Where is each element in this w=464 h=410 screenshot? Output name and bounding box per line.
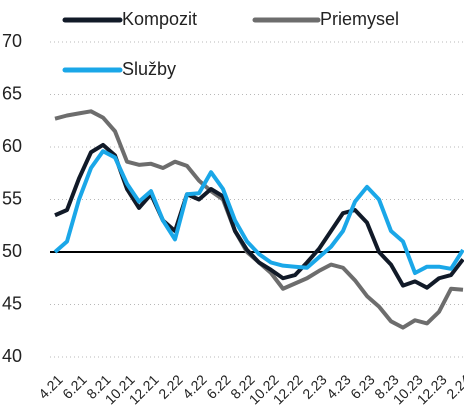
legend-label: Priemysel [320,9,399,29]
y-tick-label: 40 [2,346,22,366]
x-tick-label: 4.23 [323,371,354,402]
x-tick-label: 4.22 [179,371,210,402]
x-tick-label: 2.24 [443,371,464,402]
series-line [53,149,464,275]
x-tick-label: 2.22 [155,371,186,402]
y-tick-label: 50 [2,241,22,261]
x-tick-label: 4.21 [35,371,66,402]
legend-label: Služby [122,59,176,79]
x-tick-label: 6.22 [203,371,234,402]
y-tick-label: 45 [2,293,22,313]
y-tick-label: 60 [2,136,22,156]
y-tick-label: 70 [2,31,22,51]
series-line [54,109,464,330]
series-line [54,142,464,290]
y-tick-label: 65 [2,83,22,103]
legend-label: Kompozit [122,9,197,29]
y-tick-label: 55 [2,188,22,208]
x-tick-label: 2.23 [299,371,330,402]
x-tick-label: 6.23 [347,371,378,402]
x-tick-label: 6.21 [59,371,90,402]
